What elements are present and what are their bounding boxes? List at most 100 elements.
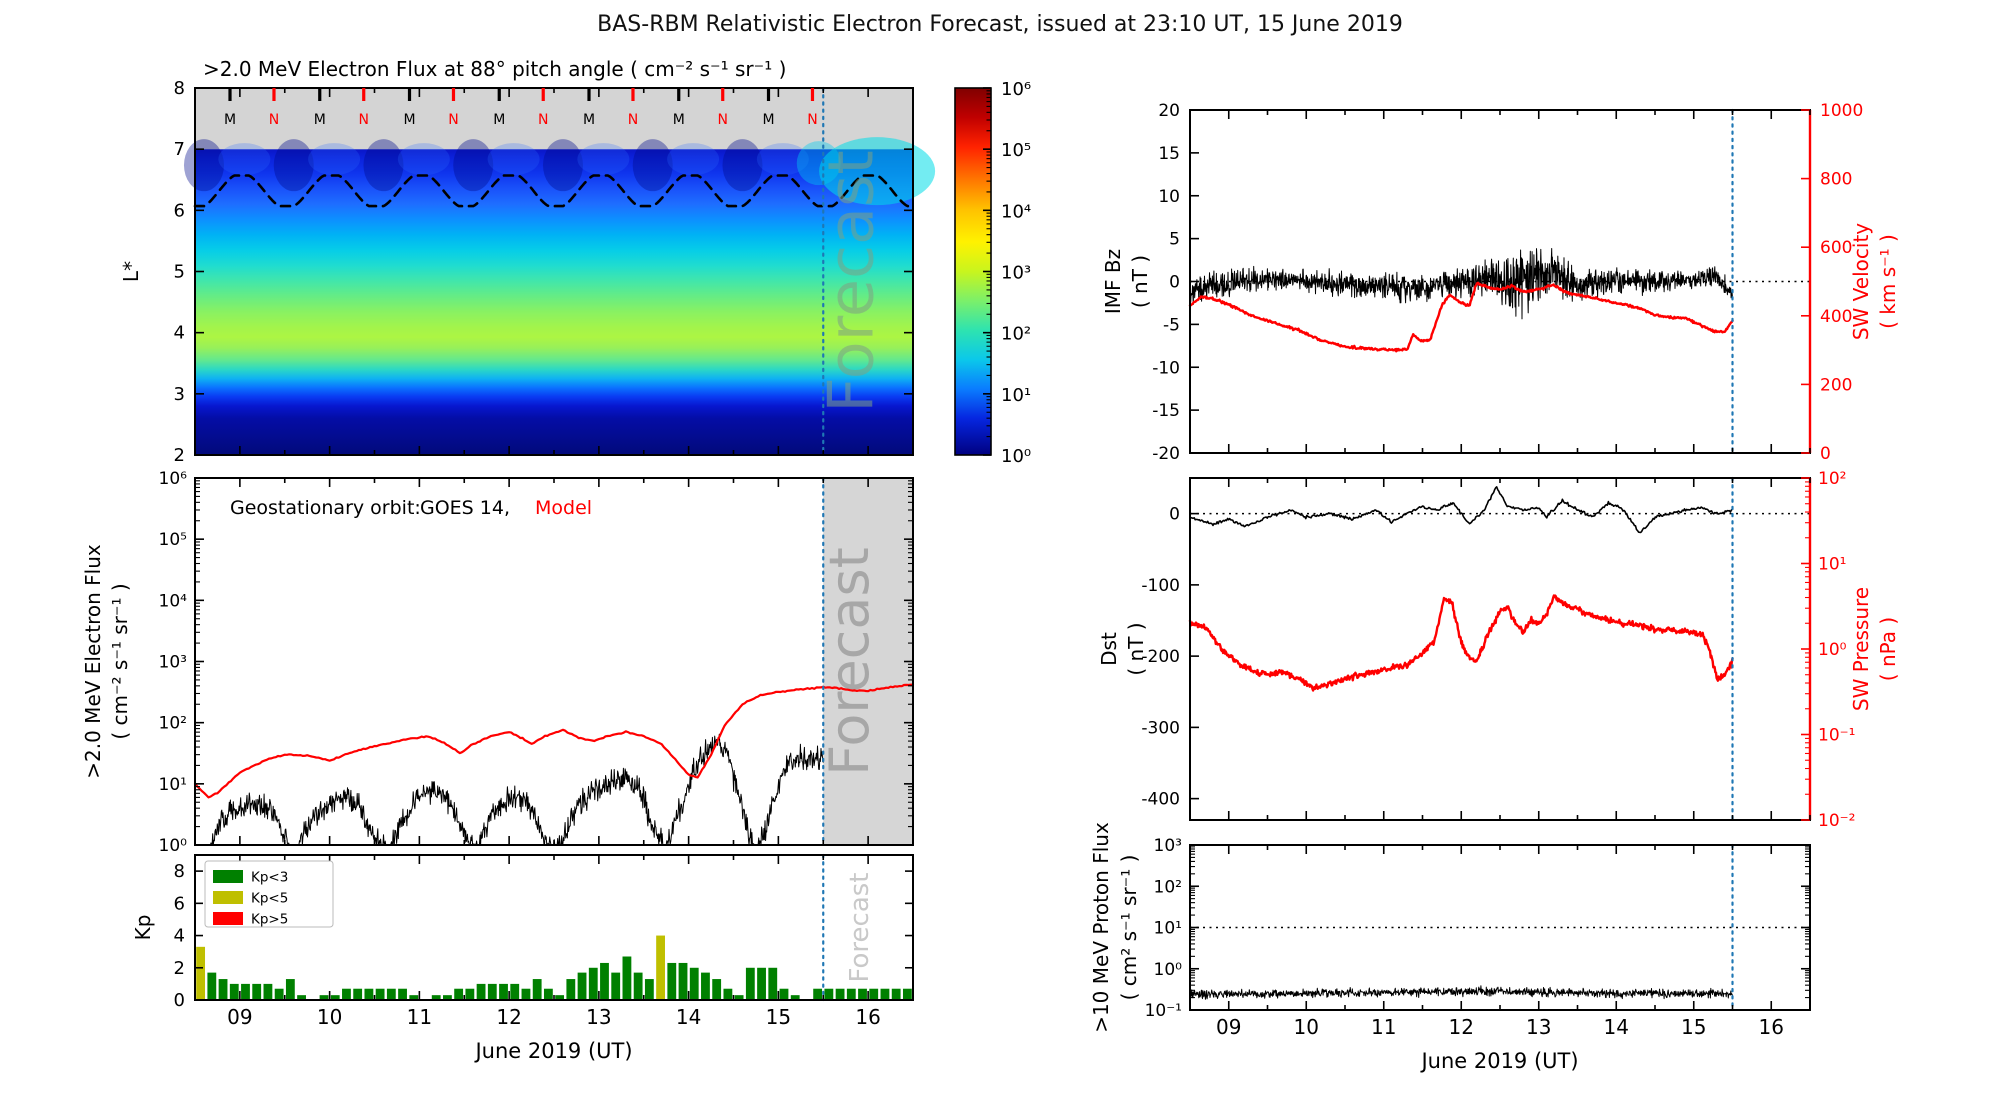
svg-text:0: 0 [174, 990, 185, 1011]
svg-text:Kp<5: Kp<5 [251, 891, 288, 907]
svg-text:M: M [673, 112, 685, 128]
svg-text:2: 2 [174, 958, 185, 979]
svg-text:11: 11 [407, 1005, 432, 1029]
svg-text:14: 14 [676, 1005, 701, 1029]
svg-text:Kp: Kp [131, 915, 155, 941]
svg-text:IMF Bz: IMF Bz [1101, 249, 1125, 314]
svg-text:10⁻²: 10⁻² [1818, 811, 1855, 831]
svg-text:Forecast: Forecast [818, 547, 881, 776]
svg-text:M: M [403, 112, 415, 128]
svg-text:6: 6 [174, 893, 185, 914]
svg-text:( nT ): ( nT ) [1124, 622, 1148, 675]
svg-text:( km s⁻¹ ): ( km s⁻¹ ) [1876, 234, 1900, 329]
svg-text:10⁵: 10⁵ [159, 530, 187, 550]
svg-text:Model: Model [535, 497, 592, 519]
svg-text:SW Pressure: SW Pressure [1849, 587, 1873, 711]
svg-text:8: 8 [174, 861, 185, 882]
svg-text:Forecast: Forecast [815, 150, 888, 412]
svg-text:0: 0 [1169, 273, 1180, 293]
svg-text:5: 5 [174, 262, 185, 283]
svg-text:-5: -5 [1163, 315, 1180, 335]
svg-text:15: 15 [766, 1005, 791, 1029]
svg-text:7: 7 [174, 139, 185, 160]
svg-text:( cm² s⁻¹ sr⁻¹ ): ( cm² s⁻¹ sr⁻¹ ) [1117, 855, 1141, 1001]
svg-text:Dst: Dst [1097, 632, 1121, 666]
svg-text:-200: -200 [1141, 647, 1180, 667]
svg-text:( nT ): ( nT ) [1128, 255, 1152, 308]
svg-text:10: 10 [1158, 187, 1180, 207]
svg-text:Geostationary orbit:: Geostationary orbit: [230, 497, 421, 519]
svg-text:10¹: 10¹ [1818, 555, 1846, 575]
svg-text:N: N [538, 112, 548, 128]
svg-text:13: 13 [586, 1005, 611, 1029]
svg-text:10⁰: 10⁰ [1818, 640, 1847, 660]
svg-text:4: 4 [174, 926, 185, 947]
svg-text:10⁰: 10⁰ [159, 836, 188, 856]
svg-text:10¹: 10¹ [1001, 385, 1031, 406]
svg-text:800: 800 [1820, 170, 1852, 190]
svg-text:10⁵: 10⁵ [1001, 140, 1031, 161]
svg-text:M: M [314, 112, 326, 128]
svg-text:Forecast: Forecast [845, 872, 875, 982]
svg-text:June 2019 (UT): June 2019 (UT) [1419, 1049, 1578, 1073]
svg-text:5: 5 [1169, 230, 1180, 250]
svg-text:N: N [628, 112, 638, 128]
svg-text:400: 400 [1820, 307, 1852, 327]
svg-text:4: 4 [174, 323, 185, 344]
svg-text:10⁶: 10⁶ [1001, 79, 1031, 100]
svg-text:N: N [269, 112, 279, 128]
svg-text:3: 3 [174, 384, 185, 405]
svg-text:10⁴: 10⁴ [159, 591, 188, 611]
svg-text:10³: 10³ [159, 653, 187, 673]
svg-text:Kp<3: Kp<3 [251, 870, 288, 886]
svg-text:600: 600 [1820, 238, 1852, 258]
svg-text:-10: -10 [1152, 358, 1180, 378]
svg-text:10⁴: 10⁴ [1001, 201, 1031, 222]
svg-text:>2.0 MeV Electron Flux at 88°: >2.0 MeV Electron Flux at 88° pitch angl… [203, 57, 786, 81]
svg-text:-15: -15 [1152, 401, 1180, 421]
svg-text:10²: 10² [1818, 469, 1846, 489]
svg-text:M: M [493, 112, 505, 128]
svg-text:( nPa ): ( nPa ) [1876, 617, 1900, 681]
svg-text:12: 12 [1449, 1015, 1474, 1039]
svg-text:L*: L* [119, 261, 143, 282]
svg-text:0: 0 [1169, 505, 1180, 525]
svg-text:15: 15 [1681, 1015, 1706, 1039]
svg-text:13: 13 [1526, 1015, 1551, 1039]
svg-text:10²: 10² [159, 714, 187, 734]
svg-text:8: 8 [174, 78, 185, 99]
svg-text:GOES 14,: GOES 14, [420, 497, 510, 519]
svg-text:2: 2 [174, 445, 185, 466]
svg-text:200: 200 [1820, 375, 1852, 395]
svg-text:10¹: 10¹ [159, 775, 187, 795]
svg-text:10⁻¹: 10⁻¹ [1818, 726, 1855, 746]
svg-text:-100: -100 [1141, 576, 1180, 596]
svg-text:N: N [717, 112, 727, 128]
svg-text:10²: 10² [1001, 324, 1031, 345]
svg-text:N: N [448, 112, 458, 128]
svg-text:-20: -20 [1152, 444, 1180, 464]
svg-text:M: M [762, 112, 774, 128]
svg-text:10⁰: 10⁰ [1154, 960, 1183, 980]
svg-text:0: 0 [1820, 444, 1831, 464]
svg-text:-400: -400 [1141, 790, 1180, 810]
svg-text:15: 15 [1158, 144, 1180, 164]
svg-text:10²: 10² [1154, 877, 1182, 897]
svg-text:20: 20 [1158, 101, 1180, 121]
svg-text:10⁻¹: 10⁻¹ [1145, 1001, 1182, 1021]
figure-title: BAS-RBM Relativistic Electron Forecast, … [597, 12, 1403, 37]
svg-text:10³: 10³ [1154, 836, 1182, 856]
svg-text:10⁶: 10⁶ [159, 469, 188, 489]
svg-text:09: 09 [227, 1005, 252, 1029]
svg-text:Kp>5: Kp>5 [251, 912, 288, 928]
svg-text:16: 16 [855, 1005, 880, 1029]
svg-text:10: 10 [1294, 1015, 1319, 1039]
svg-text:10¹: 10¹ [1154, 919, 1182, 939]
svg-text:16: 16 [1759, 1015, 1784, 1039]
